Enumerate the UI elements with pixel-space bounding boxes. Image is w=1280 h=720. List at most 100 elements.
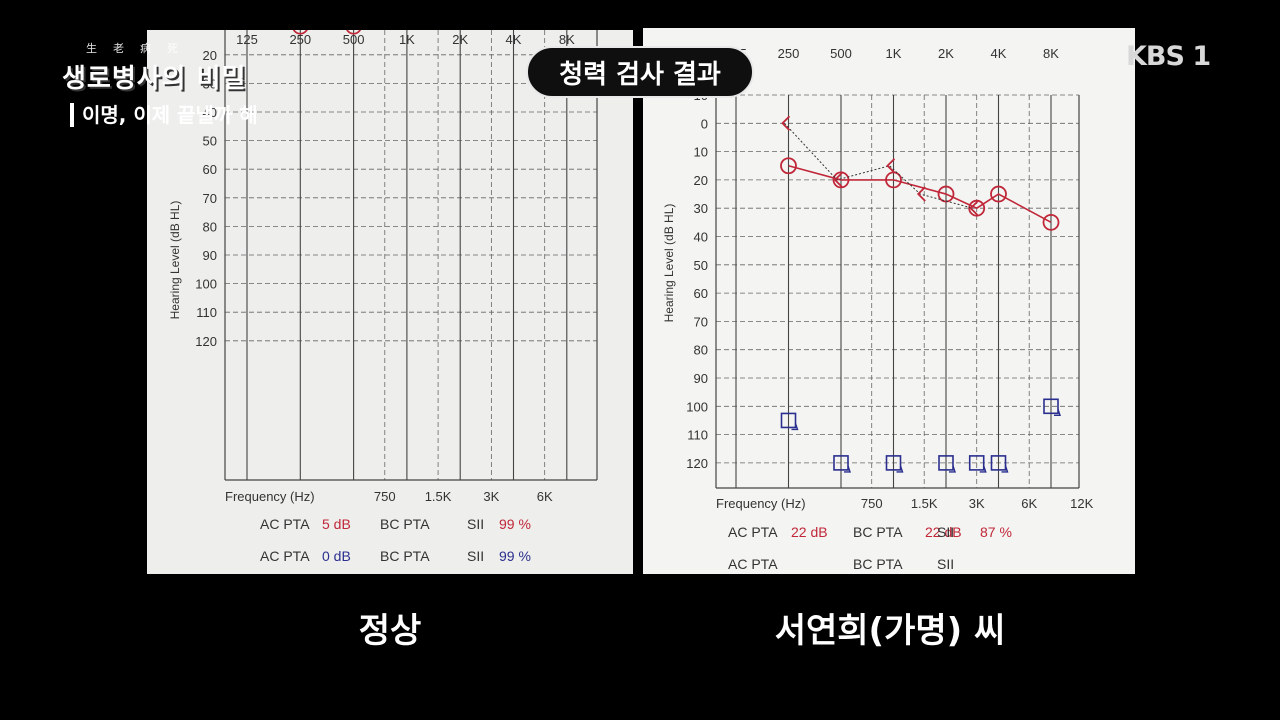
tick-label-top: 8K: [559, 32, 575, 47]
series-circle: [780, 157, 1060, 231]
data-point-square-arrow: [896, 465, 904, 473]
data-point-square-arrow: [949, 465, 956, 473]
tick-label-y: 90: [694, 371, 708, 386]
tick-label-y: 0: [701, 116, 708, 131]
summary-row: AC PTA BC PTA SII: [728, 556, 954, 572]
data-point-square-arrow: [1001, 465, 1009, 473]
program-title: 생로병사의 비밀: [62, 64, 247, 94]
tick-label-bottom: 3K: [969, 496, 985, 511]
tick-label-top: 1K: [886, 46, 902, 61]
tick-label-top: 1K: [399, 32, 415, 47]
data-point-bracket: [969, 200, 979, 216]
broadcaster-logo: KBS 1: [1126, 41, 1211, 72]
tick-label-top: 2K: [938, 46, 954, 61]
audiogram-patient-chart: 1252505001K2K4K8K7501.5K3K6K12K-10010203…: [662, 46, 1094, 572]
series-square: [780, 398, 1061, 473]
tick-label-y: 60: [694, 286, 708, 301]
summary-bc-label: BC PTA: [853, 556, 903, 572]
data-point-circle: [968, 199, 986, 217]
data-point-circle: [990, 185, 1007, 203]
data-point-square: [968, 455, 985, 471]
tick-label-y: 10: [694, 145, 708, 160]
data-point-square-arrow: [979, 465, 987, 473]
tick-label-top: 250: [289, 32, 311, 47]
tick-label-y: 120: [195, 334, 217, 349]
summary-sii-label: SII: [937, 556, 954, 572]
summary-row: AC PTA 5 dB BC PTA SII 99 %: [260, 516, 531, 532]
audiogram-normal: 125 250 500 1K 2K 4K 8K 750 1.5K 3K 6K 20 30 40 50 60 70…: [147, 30, 633, 574]
summary-bc-label: BC PTA: [380, 548, 430, 564]
tick-label-bottom: 6K: [1021, 496, 1037, 511]
series-circle: [292, 30, 362, 35]
tick-label-y: 50: [203, 134, 217, 149]
caption-normal: 정상: [358, 611, 422, 651]
data-point-square: [833, 455, 849, 471]
episode-subtitle: 이명, 이제 끝낼까 해: [70, 103, 258, 127]
data-point-circle: [1042, 213, 1060, 231]
tick-label-y: 70: [203, 191, 217, 206]
tick-label-top: 2K: [452, 32, 468, 47]
data-point-circle: [346, 30, 362, 35]
data-point-bracket: [833, 172, 843, 188]
tick-label-bottom: 12K: [1070, 496, 1093, 511]
audiogram-grid: [715, 94, 1080, 489]
tick-label-top: 125: [236, 32, 258, 47]
title-pill: 청력 검사 결과: [526, 46, 754, 98]
tick-label-y: 40: [203, 105, 217, 120]
data-point-bracket: [781, 115, 791, 131]
tick-label-y: 120: [686, 456, 708, 471]
tick-label-y: 20: [694, 173, 708, 188]
caption-patient: 서연희(가명) 씨: [774, 611, 1006, 651]
tick-label-y: 30: [203, 76, 217, 91]
series-line: [788, 164, 1052, 224]
data-point-circle: [832, 171, 850, 189]
summary-ac-label: AC PTA: [260, 548, 310, 564]
tick-label-bottom: 3K: [483, 489, 499, 504]
summary-ac-label: AC PTA: [728, 524, 778, 540]
tick-label-bottom: 750: [861, 496, 883, 511]
tick-label-bottom: 1.5K: [911, 496, 938, 511]
summary-bc-label: BC PTA: [853, 524, 903, 540]
tick-label-y: 70: [694, 314, 708, 329]
summary-bc-label: BC PTA: [380, 516, 430, 532]
y-axis-title: Hearing Level (dB HL): [168, 201, 182, 320]
tick-label-top: 500: [343, 32, 365, 47]
summary-sii-label: SII: [937, 524, 954, 540]
x-axis-title: Frequency (Hz): [716, 496, 806, 511]
data-point-square-arrow: [791, 423, 799, 431]
tick-label-y: 50: [694, 258, 708, 273]
audiogram-grid: [224, 30, 598, 481]
summary-ac-value: 5 dB: [322, 516, 351, 532]
tick-label-y: 80: [694, 343, 708, 358]
audiogram-patient: 1252505001K2K4K8K7501.5K3K6K12K-10010203…: [643, 28, 1135, 574]
tick-label-top: 4K: [991, 46, 1007, 61]
tick-label-y: 80: [203, 219, 217, 234]
data-point-bracket: [886, 158, 896, 174]
summary-ac-label: AC PTA: [260, 516, 310, 532]
tick-label-y: 110: [687, 428, 708, 443]
series-line-dotted: [784, 122, 973, 209]
tick-label-bottom: 6K: [537, 489, 553, 504]
summary-sii-label: SII: [467, 516, 484, 532]
program-logo: 生老病死 생로병사의 비밀: [62, 40, 247, 95]
data-point-circle: [292, 30, 308, 35]
data-point-bracket: [916, 186, 926, 202]
tick-label-y: 40: [694, 230, 708, 245]
summary-sii-value: 87 %: [980, 524, 1012, 540]
tick-label-bottom: 1.5K: [425, 489, 452, 504]
tick-label-top: 8K: [1043, 46, 1059, 61]
audiogram-normal-chart: 125 250 500 1K 2K 4K 8K 750 1.5K 3K 6K 20 30 40 50 60 70…: [168, 30, 598, 564]
data-point-square: [990, 455, 1007, 471]
summary-sii-label: SII: [467, 548, 484, 564]
tick-label-y: 110: [196, 305, 217, 320]
series-bracket: [781, 115, 979, 216]
data-point-square: [1043, 398, 1059, 415]
summary-sii-value: 99 %: [499, 548, 531, 564]
tick-label-y: 100: [686, 399, 708, 414]
data-point-square-arrow: [844, 465, 851, 473]
data-point-square: [885, 455, 902, 471]
tick-label-y: 100: [195, 277, 217, 292]
data-point-square: [938, 455, 954, 471]
tick-label-y: 30: [694, 201, 708, 216]
